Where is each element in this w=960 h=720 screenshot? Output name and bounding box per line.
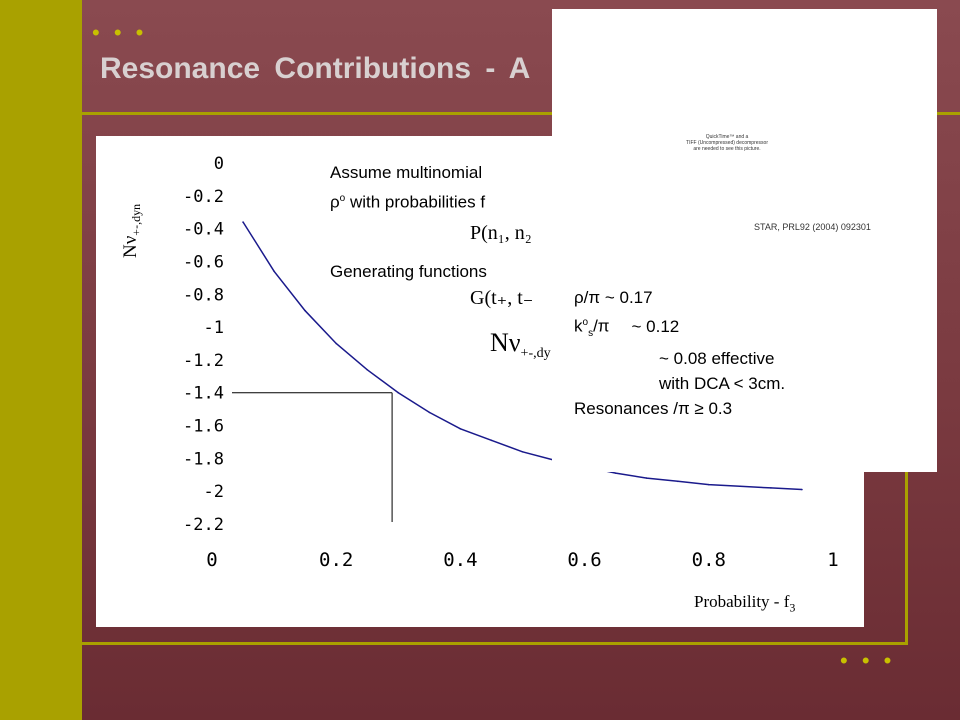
data-point	[521, 451, 524, 453]
y-tick-label: -0.2	[183, 187, 224, 207]
note-line-2-text: with probabilities f	[345, 192, 486, 212]
data-point	[676, 480, 679, 483]
data-point	[335, 342, 337, 345]
data-point	[397, 391, 400, 394]
y-tick-labels: 0 -0.2 -0.4 -0.6 -0.8 -1 -1.2 -1.4 -1.6 -1.8 -2 -2.…	[183, 154, 224, 535]
x-tick-labels: 0 0.2 0.4 0.6 0.8 1	[206, 549, 838, 571]
quicktime-line-1: QuickTime™ and a	[705, 134, 749, 140]
data-point	[304, 309, 306, 312]
bottom-divider-line	[82, 642, 908, 645]
data-point	[490, 439, 493, 442]
y-tick-label: -1.8	[183, 449, 224, 469]
decorative-dots-top: • • •	[92, 20, 148, 45]
rho-sup: o	[339, 193, 346, 204]
ratio-resonances: Resonances /π ≥ 0.3	[574, 399, 733, 419]
y-tick-label: 0	[214, 154, 224, 174]
y-tick-label: -0.8	[183, 285, 224, 305]
y-axis-label-sub: +-,dyn	[129, 204, 143, 236]
y-tick-label: -0.4	[183, 220, 224, 240]
ratio-dca: with DCA < 3cm.	[659, 374, 786, 394]
y-axis-label: Nν+-,dyn	[120, 204, 143, 258]
data-point	[242, 221, 244, 223]
data-point	[273, 270, 275, 273]
kaon-sub: s	[588, 328, 594, 340]
x-tick-label: 0.4	[443, 549, 477, 571]
data-point	[801, 488, 803, 491]
kaon-ratio: /π	[593, 316, 610, 336]
x-tick-label: 0.8	[692, 549, 726, 571]
data-point	[459, 428, 462, 430]
rho-symbol: ρ	[330, 192, 340, 212]
top-divider-line	[82, 112, 960, 115]
quicktime-placeholder: QuickTime™ and a TIFF (Uncompressed) dec…	[652, 134, 802, 152]
kaon-sup: o	[582, 317, 589, 328]
x-tick-label: 1	[827, 549, 838, 571]
note-line-3: Generating functions	[330, 261, 487, 281]
y-tick-label: -0.6	[183, 252, 224, 272]
data-point	[428, 411, 431, 414]
x-tick-label: 0.2	[319, 549, 353, 571]
overlay-panel: QuickTime™ and a TIFF (Uncompressed) dec…	[552, 9, 937, 472]
quicktime-line-3: are needed to see this picture.	[693, 146, 761, 152]
y-tick-label: -2	[204, 482, 224, 502]
data-point	[708, 483, 710, 486]
note-line-2: ρo with probabilities f	[330, 186, 551, 216]
formula-nu: Nν+-,dy	[330, 328, 551, 362]
particle-ratios: ρ/π ~ 0.17 kos/π ~ 0.12 ~ 0.08 effective …	[574, 285, 785, 421]
x-axis-label: Probability - f3	[694, 592, 795, 615]
data-point	[645, 477, 648, 479]
assumption-note: Assume multinomial ρo with probabilities…	[330, 160, 551, 362]
decorative-dots-bottom: • • •	[840, 648, 896, 673]
ratio-kaon: kos/π ~ 0.12	[574, 310, 785, 346]
left-accent-bar	[0, 0, 82, 720]
formula-nu-main: Nν	[490, 327, 521, 357]
data-point	[366, 368, 369, 371]
y-tick-label: -2.2	[183, 515, 224, 535]
ratio-effective: ~ 0.08 effective	[659, 349, 775, 369]
formula-probability: P(n₁, n₂	[470, 221, 532, 244]
y-axis-label-main: Nν	[120, 235, 141, 258]
formula-nu-sub: +-,dy	[520, 345, 551, 361]
x-tick-label: 0	[206, 549, 217, 571]
y-tick-label: -1.4	[183, 384, 224, 404]
y-tick-label: -1	[204, 318, 224, 338]
data-point	[770, 487, 772, 489]
kaon-symbol: k	[574, 316, 583, 336]
data-point	[614, 472, 617, 474]
y-tick-label: -1.6	[183, 417, 224, 437]
citation: STAR, PRL92 (2004) 092301	[754, 222, 871, 232]
x-tick-label: 0.6	[567, 549, 601, 571]
series-points	[242, 221, 803, 491]
kaon-value: ~ 0.12	[631, 316, 680, 336]
y-tick-label: -1.2	[183, 351, 224, 371]
slide-title: Resonance Contributions - A	[100, 52, 531, 85]
data-point	[739, 485, 741, 488]
quicktime-line-2: TIFF (Uncompressed) decompressor	[686, 140, 768, 146]
svg-text:Nν+-,dyn: Nν+-,dyn	[120, 204, 143, 258]
x-axis-label-main: Probability - f	[694, 592, 790, 611]
formula-generating: G(t₊, t₋	[470, 286, 534, 309]
note-line-1: Assume multinomial	[330, 163, 483, 182]
x-axis-label-sub: 3	[789, 600, 796, 615]
ratio-rho: ρ/π ~ 0.17	[574, 288, 653, 307]
chart: 0 -0.2 -0.4 -0.6 -0.8 -1 -1.2 -1.4 -1.6 -1.8 -2 -2.…	[183, 154, 839, 571]
